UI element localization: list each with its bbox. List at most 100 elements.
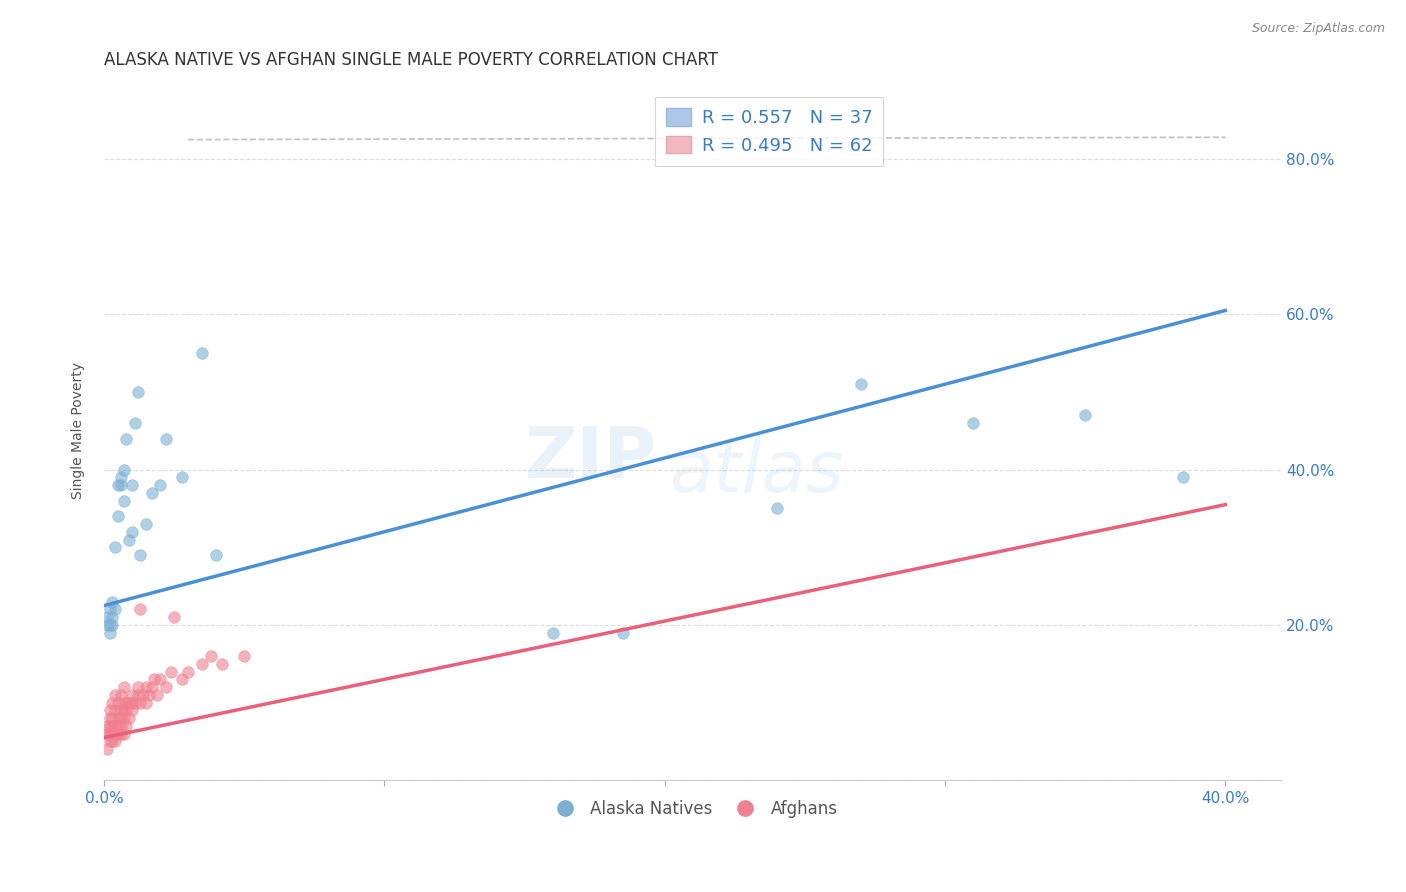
Point — [132, 688, 155, 702]
Point — [124, 416, 146, 430]
Point — [541, 625, 564, 640]
Point — [191, 346, 214, 360]
Point — [101, 618, 124, 632]
Point — [107, 696, 129, 710]
Point — [98, 727, 121, 741]
Point — [129, 696, 152, 710]
Point — [104, 727, 127, 741]
Point — [172, 673, 194, 687]
Point — [211, 657, 233, 671]
Point — [962, 416, 984, 430]
Point — [112, 703, 135, 717]
Point — [104, 719, 127, 733]
Point — [101, 719, 124, 733]
Point — [163, 610, 186, 624]
Point — [135, 680, 157, 694]
Point — [135, 696, 157, 710]
Point — [112, 727, 135, 741]
Point — [110, 688, 132, 702]
Point — [98, 719, 121, 733]
Point — [112, 680, 135, 694]
Point — [155, 432, 177, 446]
Point — [112, 696, 135, 710]
Legend: Alaska Natives, Afghans: Alaska Natives, Afghans — [541, 793, 844, 824]
Point — [138, 688, 160, 702]
Point — [107, 727, 129, 741]
Point — [149, 673, 172, 687]
Point — [107, 509, 129, 524]
Text: ZIP: ZIP — [524, 425, 658, 493]
Point — [121, 524, 143, 539]
Point — [101, 595, 124, 609]
Point — [127, 688, 149, 702]
Point — [101, 727, 124, 741]
Point — [141, 680, 163, 694]
Point — [101, 711, 124, 725]
Point — [1074, 409, 1097, 423]
Point — [1173, 470, 1195, 484]
Point — [115, 696, 138, 710]
Text: Source: ZipAtlas.com: Source: ZipAtlas.com — [1251, 22, 1385, 36]
Point — [849, 377, 872, 392]
Point — [160, 665, 183, 679]
Point — [143, 673, 166, 687]
Point — [96, 742, 118, 756]
Point — [121, 703, 143, 717]
Point — [104, 602, 127, 616]
Point — [101, 696, 124, 710]
Point — [127, 680, 149, 694]
Point — [121, 478, 143, 492]
Text: atlas: atlas — [669, 438, 844, 508]
Point — [112, 711, 135, 725]
Point — [98, 734, 121, 748]
Point — [98, 703, 121, 717]
Point — [96, 719, 118, 733]
Point — [118, 696, 141, 710]
Point — [129, 602, 152, 616]
Point — [172, 470, 194, 484]
Point — [104, 734, 127, 748]
Point — [101, 734, 124, 748]
Point — [200, 648, 222, 663]
Point — [96, 610, 118, 624]
Point — [107, 719, 129, 733]
Point — [127, 384, 149, 399]
Point — [612, 625, 634, 640]
Point — [110, 719, 132, 733]
Point — [205, 548, 228, 562]
Point — [96, 618, 118, 632]
Point — [96, 727, 118, 741]
Point — [98, 602, 121, 616]
Point — [155, 680, 177, 694]
Point — [110, 727, 132, 741]
Point — [129, 548, 152, 562]
Point — [124, 696, 146, 710]
Point — [765, 501, 787, 516]
Point — [98, 625, 121, 640]
Point — [101, 610, 124, 624]
Point — [107, 711, 129, 725]
Point — [110, 711, 132, 725]
Point — [118, 533, 141, 547]
Point — [115, 703, 138, 717]
Point — [110, 703, 132, 717]
Point — [98, 711, 121, 725]
Point — [135, 516, 157, 531]
Point — [121, 696, 143, 710]
Point — [112, 463, 135, 477]
Y-axis label: Single Male Poverty: Single Male Poverty — [72, 362, 86, 500]
Point — [104, 688, 127, 702]
Point — [177, 665, 200, 679]
Point — [146, 688, 169, 702]
Point — [104, 703, 127, 717]
Point — [104, 541, 127, 555]
Point — [115, 432, 138, 446]
Point — [149, 478, 172, 492]
Point — [112, 493, 135, 508]
Point — [115, 719, 138, 733]
Text: ALASKA NATIVE VS AFGHAN SINGLE MALE POVERTY CORRELATION CHART: ALASKA NATIVE VS AFGHAN SINGLE MALE POVE… — [104, 51, 718, 69]
Point — [233, 648, 256, 663]
Point — [110, 478, 132, 492]
Point — [118, 711, 141, 725]
Point — [110, 470, 132, 484]
